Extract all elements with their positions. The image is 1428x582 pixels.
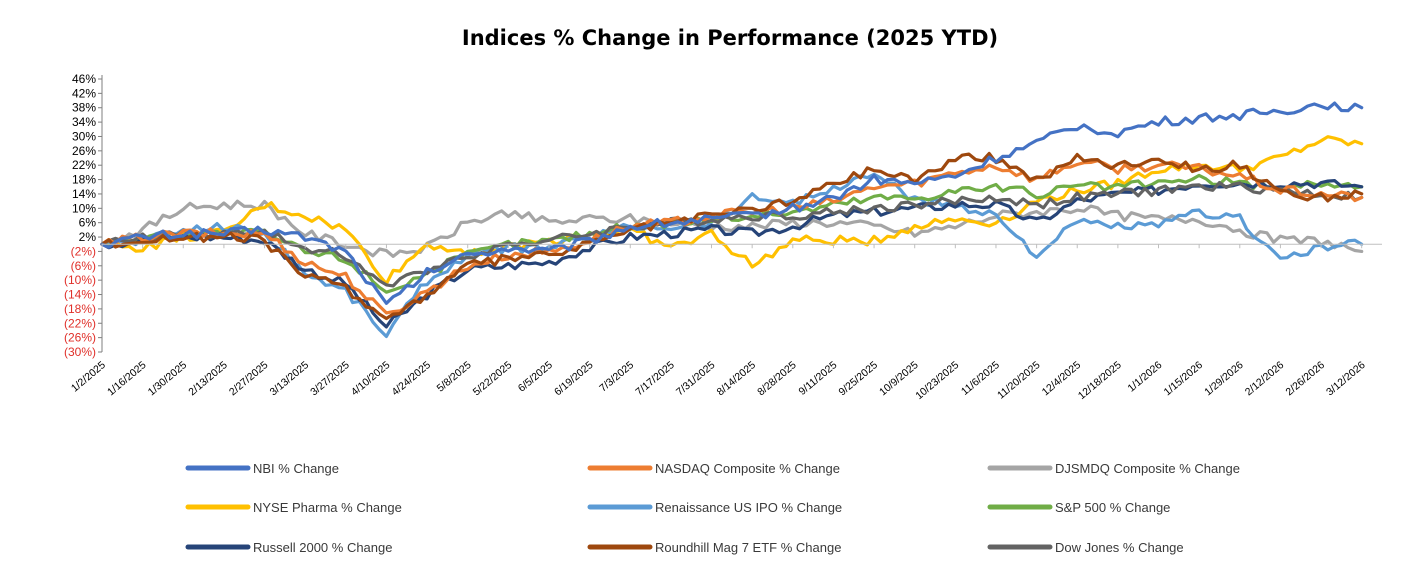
x-tick-label: 7/3/2025 [597, 359, 636, 395]
y-tick-label: 46% [72, 72, 96, 86]
legend-label: NYSE Pharma % Change [253, 500, 402, 515]
legend: NBI % Change NASDAQ Composite % Change DJS… [185, 461, 1240, 555]
y-tick-label: (26%) [64, 331, 96, 345]
series-line-2 [100, 199, 1364, 258]
legend-label: S&P 500 % Change [1055, 500, 1170, 515]
series-line-3 [100, 135, 1364, 286]
x-tick-label: 1/29/2026 [1202, 359, 1246, 398]
legend-label: NASDAQ Composite % Change [655, 461, 840, 476]
y-axis-ticks: 46%42%38%34%30%26%22%18%14%10%6%2%(2%)(6… [64, 72, 102, 359]
y-tick-label: 10% [72, 201, 96, 215]
x-tick-label: 6/19/2025 [552, 359, 596, 398]
x-tick-label: 11/20/2025 [995, 359, 1042, 402]
y-tick-label: (30%) [64, 345, 96, 359]
x-tick-label: 1/16/2025 [105, 359, 149, 398]
x-tick-label: 8/14/2025 [715, 359, 759, 398]
series-line-8 [100, 181, 1364, 288]
x-axis-ticks: 1/2/20251/16/20251/30/20252/13/20252/27/… [69, 244, 1368, 402]
x-tick-label: 2/13/2025 [186, 359, 230, 398]
y-tick-label: 6% [79, 216, 97, 230]
y-tick-label: 26% [72, 144, 96, 158]
x-tick-label: 1/30/2025 [146, 359, 190, 398]
chart-title: Indices % Change in Performance (2025 YT… [461, 26, 999, 50]
x-tick-label: 3/12/2026 [1324, 359, 1368, 398]
legend-label: Roundhill Mag 7 ETF % Change [655, 540, 841, 555]
x-tick-label: 1/1/2026 [1125, 359, 1164, 395]
y-tick-label: 14% [72, 187, 96, 201]
legend-label: Russell 2000 % Change [253, 540, 392, 555]
x-tick-label: 7/31/2025 [674, 359, 718, 398]
y-tick-label: 34% [72, 115, 96, 129]
series-line-4 [100, 172, 1364, 339]
y-tick-label: 2% [79, 230, 97, 244]
y-tick-label: 18% [72, 173, 96, 187]
y-tick-label: 38% [72, 101, 96, 115]
x-tick-label: 5/22/2025 [471, 359, 515, 398]
x-tick-label: 4/10/2025 [349, 359, 393, 398]
legend-label: DJSMDQ Composite % Change [1055, 461, 1240, 476]
x-tick-label: 5/8/2025 [435, 359, 474, 395]
legend-label: Dow Jones % Change [1055, 540, 1184, 555]
y-tick-label: 42% [72, 86, 96, 100]
x-tick-label: 1/15/2026 [1162, 359, 1206, 398]
y-tick-label: (2%) [71, 244, 96, 258]
y-tick-label: 30% [72, 129, 96, 143]
x-tick-label: 12/18/2025 [1076, 359, 1124, 402]
x-tick-label: 3/27/2025 [308, 359, 352, 398]
x-tick-label: 7/17/2025 [633, 359, 677, 398]
x-tick-label: 2/27/2025 [227, 359, 271, 398]
x-tick-label: 9/25/2025 [836, 359, 880, 398]
x-tick-label: 2/26/2026 [1283, 359, 1327, 398]
y-tick-label: (14%) [64, 288, 96, 302]
x-tick-label: 3/13/2025 [268, 359, 312, 398]
x-tick-label: 1/2/2025 [69, 359, 108, 395]
legend-label: NBI % Change [253, 461, 339, 476]
x-tick-label: 10/23/2025 [913, 359, 961, 402]
series-line-0 [100, 101, 1364, 305]
y-tick-label: 22% [72, 158, 96, 172]
series-line-1 [100, 159, 1364, 315]
y-tick-label: (6%) [71, 259, 96, 273]
y-tick-label: (10%) [64, 273, 96, 287]
series-line-6 [100, 179, 1364, 329]
legend-label: Renaissance US IPO % Change [655, 500, 842, 515]
y-tick-label: (18%) [64, 302, 96, 316]
x-tick-label: 4/24/2025 [390, 359, 434, 398]
x-tick-label: 8/28/2025 [755, 359, 799, 398]
x-tick-label: 6/5/2025 [516, 359, 555, 395]
y-tick-label: (22%) [64, 316, 96, 330]
series-lines [100, 101, 1364, 339]
x-tick-label: 9/11/2025 [796, 359, 839, 398]
series-line-7 [100, 151, 1364, 321]
axes [101, 75, 1382, 352]
x-tick-label: 2/12/2026 [1243, 359, 1287, 398]
